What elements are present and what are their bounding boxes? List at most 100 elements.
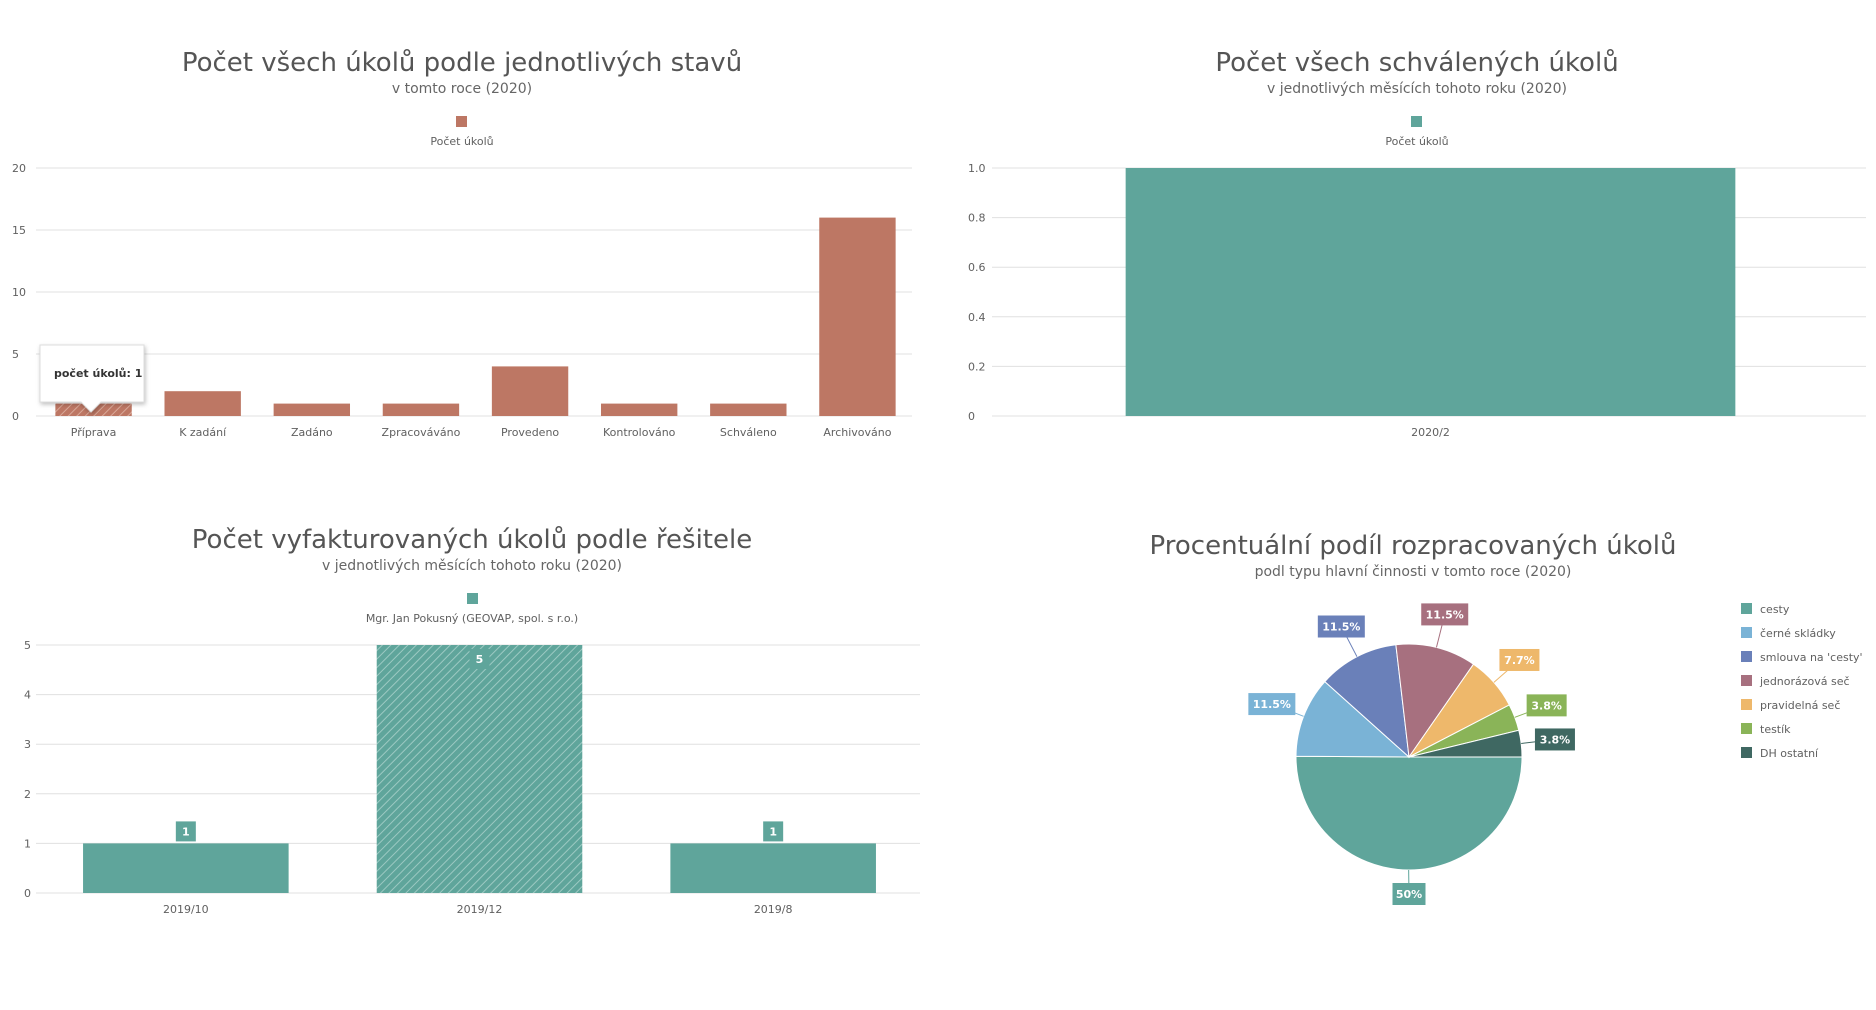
y-tick-label: 1.0 xyxy=(968,162,986,175)
y-tick-label: 5 xyxy=(24,639,31,652)
legend-label[interactable]: pravidelná seč xyxy=(1760,699,1840,712)
pie-slice[interactable] xyxy=(1324,644,1410,759)
y-tick-label: 2 xyxy=(24,788,31,801)
pie-label-box xyxy=(1317,615,1365,638)
y-tick-label: 5 xyxy=(12,348,19,361)
legend-swatch[interactable] xyxy=(1741,675,1752,686)
legend-label[interactable]: Počet úkolů xyxy=(1385,135,1448,148)
legend-swatch[interactable] xyxy=(456,116,467,127)
y-tick-label: 0.4 xyxy=(968,311,986,324)
plot-area: 0 1 2 3 4 5 2019/10 1 2019/12 5 2019/8 1 xyxy=(24,639,920,916)
y-tick-label: 4 xyxy=(24,689,31,702)
pie-label-box xyxy=(1534,728,1575,751)
data-label-box xyxy=(763,821,784,842)
chart-title: Počet vyfakturovaných úkolů podle řešite… xyxy=(192,525,752,555)
x-tick-label: Příprava xyxy=(71,426,117,439)
chart-subtitle: podl typu hlavní činnosti v tomto roce (… xyxy=(1255,564,1572,580)
bar[interactable] xyxy=(819,217,896,416)
chart-invoiced-by-solver: Počet vyfakturovaných úkolů podle řešite… xyxy=(24,525,920,916)
data-label: 1 xyxy=(182,825,190,838)
y-tick-label: 0.8 xyxy=(968,212,986,225)
chart-status-counts: Počet všech úkolů podle jednotlivých sta… xyxy=(12,48,912,439)
pie-data-label: 3.8% xyxy=(1540,733,1571,746)
tooltip: počet úkolů: 1 xyxy=(39,344,145,413)
tooltip-box xyxy=(39,344,145,413)
y-tick-label: 20 xyxy=(12,162,26,175)
legend-label[interactable]: smlouva na 'cesty' xyxy=(1760,651,1863,664)
x-tick-label: Archivováno xyxy=(823,426,891,439)
legend-swatch[interactable] xyxy=(1741,723,1752,734)
legend-swatch[interactable] xyxy=(1741,699,1752,710)
data-label-box xyxy=(469,649,490,669)
legend: cesty černé skládky smlouva na 'cesty' jed… xyxy=(1741,603,1863,760)
legend-label[interactable]: Počet úkolů xyxy=(430,135,493,148)
legend-swatch[interactable] xyxy=(1741,627,1752,638)
bar[interactable] xyxy=(83,843,289,893)
legend-label[interactable]: černé skládky xyxy=(1760,627,1836,640)
legend-label[interactable]: Mgr. Jan Pokusný (GEOVAP, spol. s r.o.) xyxy=(366,612,578,625)
x-tick-label: Provedeno xyxy=(501,426,559,439)
legend-swatch[interactable] xyxy=(1741,651,1752,662)
data-label: 1 xyxy=(769,825,777,838)
chart-title: Procentuální podíl rozpracovaných úkolů xyxy=(1150,531,1677,561)
bar[interactable] xyxy=(382,403,460,416)
legend-label[interactable]: cesty xyxy=(1760,603,1790,616)
x-tick-label: Kontrolováno xyxy=(603,426,676,439)
legend-swatch[interactable] xyxy=(467,593,478,604)
data-label-box xyxy=(175,821,196,842)
pie-label-box xyxy=(1421,603,1469,626)
data-label: 5 xyxy=(476,653,484,666)
pie-data-label: 50% xyxy=(1396,888,1422,901)
bar[interactable] xyxy=(1125,168,1736,416)
pie-data-label: 11.5% xyxy=(1253,698,1291,711)
legend-label[interactable]: testík xyxy=(1760,723,1791,736)
legend-label[interactable]: DH ostatní xyxy=(1760,747,1819,760)
pie-label-box xyxy=(1392,883,1426,905)
bar[interactable] xyxy=(491,366,569,416)
tooltip-text: počet úkolů: 1 xyxy=(54,367,142,380)
y-tick-label: 15 xyxy=(12,224,26,237)
legend-label[interactable]: jednorázová seč xyxy=(1759,675,1850,688)
x-tick-label: 2019/10 xyxy=(163,903,209,916)
pie-slice[interactable] xyxy=(1295,755,1523,871)
chart-subtitle: v jednotlivých měsících tohoto roku (202… xyxy=(1267,81,1567,97)
x-tick-label: Zpracováváno xyxy=(382,426,461,439)
pie-label-box xyxy=(1499,648,1540,671)
y-tick-label: 0 xyxy=(24,887,31,900)
pie-data-label: 7.7% xyxy=(1504,654,1535,667)
pie-data-label: 11.5% xyxy=(1322,621,1360,634)
pie-data-label: 3.8% xyxy=(1531,699,1562,712)
y-tick-label: 0.2 xyxy=(968,360,986,373)
bar[interactable] xyxy=(273,403,351,416)
plot-area: 0 5 10 15 20 Příprava K zadání Zadáno Zpracovává… xyxy=(12,162,912,439)
y-tick-label: 0 xyxy=(968,410,975,423)
pie-data-label: 11.5% xyxy=(1426,608,1464,621)
legend-swatch[interactable] xyxy=(1411,116,1422,127)
pie-label-box xyxy=(1526,694,1567,717)
x-tick-label: 2019/8 xyxy=(754,903,793,916)
y-tick-label: 3 xyxy=(24,738,31,751)
chart-subtitle: v tomto roce (2020) xyxy=(392,81,532,97)
bar[interactable] xyxy=(670,843,876,893)
pie-slice[interactable] xyxy=(1408,729,1523,758)
y-tick-label: 0.6 xyxy=(968,261,986,274)
bar[interactable] xyxy=(164,391,241,416)
chart-title: Počet všech úkolů podle jednotlivých sta… xyxy=(182,48,742,78)
x-tick-label: Schváleno xyxy=(720,426,777,439)
chart-subtitle: v jednotlivých měsících tohoto roku (202… xyxy=(322,558,622,574)
x-tick-label: 2020/2 xyxy=(1411,426,1450,439)
pie-label-box xyxy=(1248,693,1296,716)
y-tick-label: 0 xyxy=(12,410,19,423)
legend-swatch[interactable] xyxy=(1741,603,1752,614)
bar[interactable] xyxy=(710,403,787,416)
legend-swatch[interactable] xyxy=(1741,747,1752,758)
bar[interactable] xyxy=(376,645,583,893)
plot-area: 50% 11.5% 11.5% 11.5% 7.7% 3.8% 3.8% xyxy=(1248,603,1575,905)
y-tick-label: 10 xyxy=(12,286,26,299)
bar[interactable] xyxy=(600,403,678,416)
chart-approved-by-month: Počet všech schválených úkolů v jednotli… xyxy=(968,48,1866,439)
x-tick-label: K zadání xyxy=(179,426,227,439)
x-tick-label: 2019/12 xyxy=(457,903,503,916)
chart-work-share-pie: Procentuální podíl rozpracovaných úkolů … xyxy=(1150,531,1863,905)
